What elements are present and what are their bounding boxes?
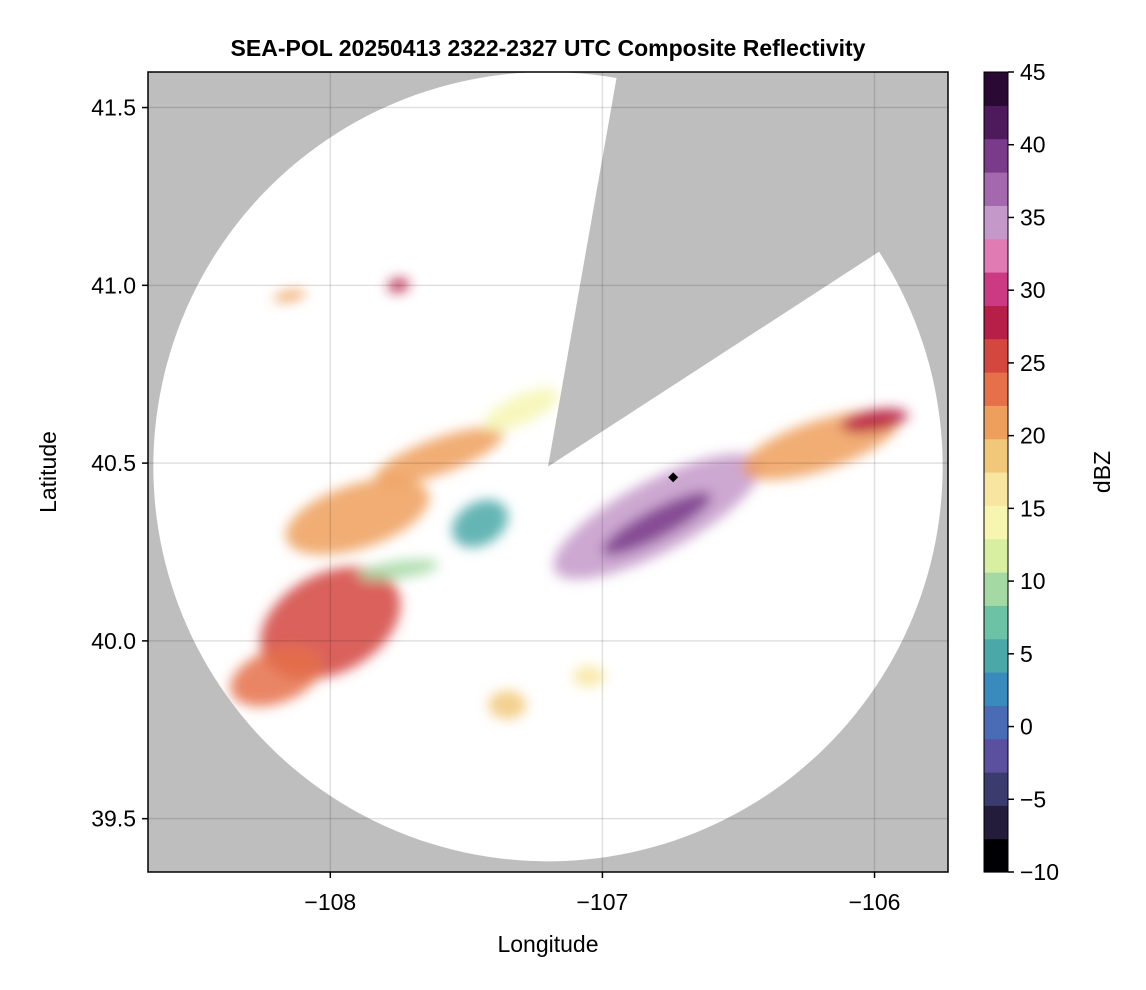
- echo-region: [451, 499, 509, 548]
- colorbar-step: [984, 838, 1008, 873]
- colorbar-step: [984, 172, 1008, 206]
- echo-region: [387, 278, 410, 293]
- echo-region: [483, 388, 559, 432]
- chart-title: SEA-POL 20250413 2322-2327 UTC Composite…: [231, 35, 866, 61]
- y-tick-label: 41.0: [91, 272, 136, 298]
- colorbar-step: [984, 605, 1008, 640]
- colorbar-step: [984, 372, 1008, 406]
- echo-region: [602, 492, 712, 555]
- x-axis-label: Longitude: [497, 931, 598, 957]
- colorbar-tick-label: 10: [1020, 568, 1046, 594]
- colorbar-step: [984, 405, 1008, 440]
- plot-frame: [147, 71, 949, 873]
- colorbar-tick-label: −5: [1020, 786, 1046, 812]
- echo-region: [572, 665, 606, 688]
- colorbar-tick-label: 0: [1020, 714, 1033, 740]
- plot-area: [147, 71, 949, 873]
- x-tick-label: −108: [304, 889, 356, 915]
- y-tick-label: 40.5: [91, 450, 136, 476]
- colorbar-tick-label: 15: [1020, 495, 1046, 521]
- echo-layer: [230, 278, 909, 720]
- colorbar-step: [984, 238, 1008, 273]
- colorbar-step: [984, 805, 1008, 840]
- echo-region: [285, 478, 430, 555]
- echo-region: [374, 427, 504, 485]
- y-axis-label: Latitude: [35, 431, 61, 513]
- colorbar-step: [984, 305, 1008, 340]
- colorbar-step: [984, 105, 1008, 140]
- colorbar-step: [984, 672, 1008, 706]
- y-axis-ticks: 39.5 40.0 40.5 41.0 41.5: [91, 95, 148, 832]
- colorbar-tick-label: 40: [1020, 132, 1046, 158]
- gridlines: [148, 72, 948, 872]
- colorbar-step: [984, 705, 1008, 740]
- y-tick-label: 39.5: [91, 806, 136, 832]
- x-tick-label: −107: [577, 889, 629, 915]
- colorbar-label: dBZ: [1089, 451, 1115, 493]
- colorbar-step: [984, 738, 1008, 773]
- colorbar-step: [984, 638, 1008, 673]
- colorbar-step: [984, 538, 1008, 573]
- echo-region: [357, 559, 439, 581]
- colorbar-step: [984, 438, 1008, 473]
- colorbar-step: [984, 272, 1008, 306]
- x-tick-label: −106: [849, 889, 901, 915]
- colorbar-tick-label: 25: [1020, 350, 1046, 376]
- colorbar-step: [984, 138, 1008, 173]
- echo-region: [840, 408, 909, 433]
- colorbar-tick-label: 30: [1020, 277, 1046, 303]
- echo-region: [488, 690, 527, 720]
- colorbar-step: [984, 205, 1008, 240]
- y-tick-label: 40.0: [91, 628, 136, 654]
- echo-region: [230, 646, 322, 707]
- colorbar-tick-label: 35: [1020, 204, 1046, 230]
- colorbar-frame: [983, 71, 1009, 873]
- colorbar-step: [984, 72, 1008, 106]
- colorbar-tick-label: 20: [1020, 423, 1046, 449]
- colorbar: −10 −5 0 5 10 15 20 25 30 35 40 45 dBZ: [983, 59, 1115, 885]
- colorbar-step: [984, 505, 1008, 540]
- colorbar-tick-label: 45: [1020, 59, 1046, 85]
- station-marker: [668, 472, 679, 483]
- colorbar-step: [984, 472, 1008, 506]
- colorbar-step: [984, 572, 1008, 606]
- colorbar-step: [984, 772, 1008, 806]
- colorbar-tick-label: −10: [1020, 859, 1059, 885]
- x-axis-ticks: −108 −107 −106: [304, 872, 900, 915]
- echo-region: [273, 290, 306, 302]
- y-tick-label: 41.5: [91, 95, 136, 121]
- colorbar-tick-label: 5: [1020, 641, 1033, 667]
- colorbar-step: [984, 338, 1008, 373]
